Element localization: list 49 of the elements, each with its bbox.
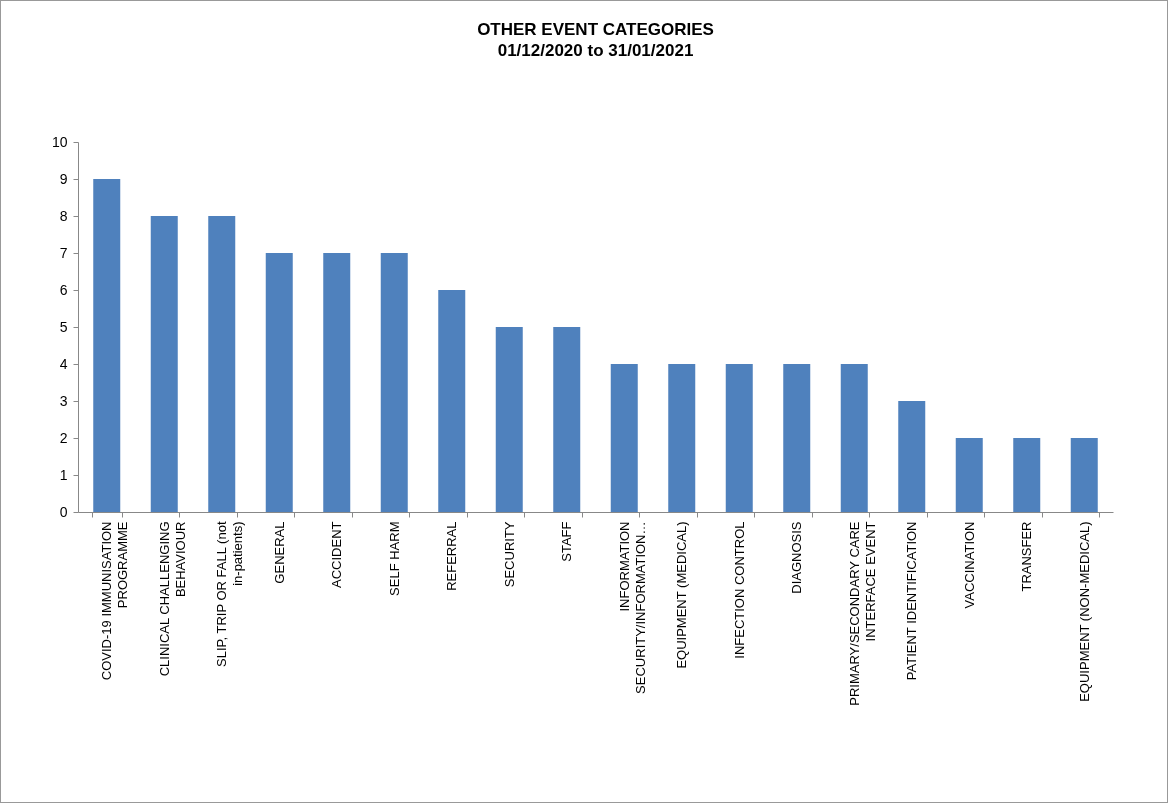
y-tick-label: 8 xyxy=(59,207,68,224)
x-tick-label: EQUIPMENT (NON-MEDICAL) xyxy=(1076,521,1092,702)
x-tick-label: SELF HARM xyxy=(386,521,402,596)
bar xyxy=(438,290,466,512)
bar xyxy=(898,401,926,512)
bar xyxy=(783,364,811,512)
y-tick-label: 9 xyxy=(59,170,68,187)
bar xyxy=(668,364,696,512)
y-tick-label: 0 xyxy=(59,503,68,520)
bar xyxy=(495,327,523,512)
chart-subtitle: 01/12/2020 to 31/01/2021 xyxy=(497,41,694,60)
x-tick-label: INFECTION CONTROL xyxy=(731,521,747,659)
y-tick-label: 3 xyxy=(59,392,68,409)
y-tick-label: 4 xyxy=(59,355,68,372)
x-tick-label: EQUIPMENT (MEDICAL) xyxy=(674,521,690,669)
x-tick-label: CLINICAL CHALLENGING BEHAVIOUR xyxy=(156,521,188,677)
y-tick-label: 7 xyxy=(59,244,68,261)
bar xyxy=(380,253,408,512)
bar xyxy=(840,364,868,512)
bar xyxy=(208,216,236,512)
bar xyxy=(150,216,178,512)
y-tick-label: 5 xyxy=(59,318,68,335)
bar xyxy=(955,438,983,512)
y-tick-label: 1 xyxy=(59,466,68,483)
x-tick-label: GENERAL xyxy=(271,521,287,584)
x-tick-label: REFERRAL xyxy=(444,521,460,591)
y-tick-label: 2 xyxy=(59,429,68,446)
x-tick-label: PATIENT IDENTIFICATION xyxy=(904,521,920,681)
x-tick-label: COVID-19 IMMUNISATION PROGRAMME xyxy=(99,521,131,681)
x-tick-label: VACCINATION xyxy=(961,521,977,609)
chart-title: OTHER EVENT CATEGORIES xyxy=(477,20,714,39)
bar xyxy=(610,364,638,512)
x-tick-label: ACCIDENT xyxy=(329,521,345,588)
x-tick-label: DIAGNOSIS xyxy=(789,521,805,594)
x-tick-label: PRIMARY/SECONDARY CARE INTERFACE EVENT xyxy=(846,521,878,706)
bar xyxy=(93,179,121,512)
bar xyxy=(553,327,581,512)
x-tick-label: SLIP, TRIP OR FALL (not in-patients) xyxy=(214,521,246,667)
bar xyxy=(1070,438,1098,512)
bar xyxy=(1013,438,1041,512)
bar xyxy=(265,253,293,512)
y-tick-label: 10 xyxy=(51,133,68,150)
bar xyxy=(323,253,351,512)
x-tick-label: INFORMATION SECURITY/INFORMATION… xyxy=(616,521,648,694)
x-tick-label: SECURITY xyxy=(501,521,517,588)
x-tick-label: STAFF xyxy=(559,521,575,562)
bar xyxy=(725,364,753,512)
y-tick-label: 6 xyxy=(59,281,68,298)
x-tick-label: TRANSFER xyxy=(1019,521,1035,592)
